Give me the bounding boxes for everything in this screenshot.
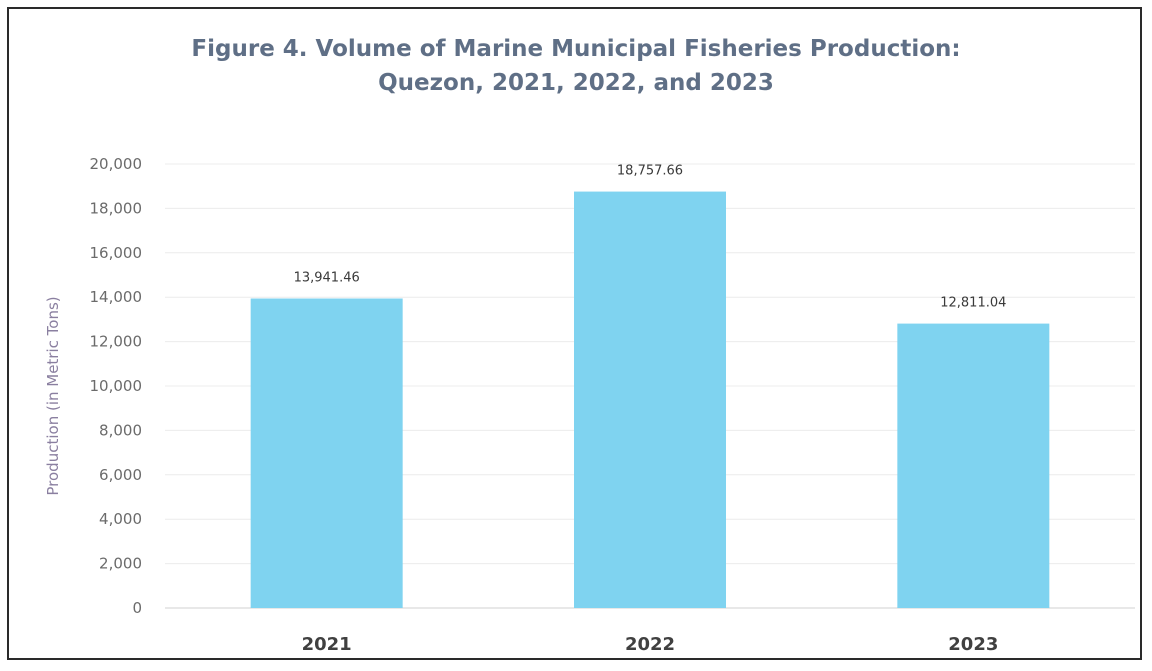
y-tick-label: 0 <box>132 599 142 617</box>
data-label-2021: 13,941.46 <box>294 270 360 285</box>
bar-2021 <box>250 298 403 608</box>
bar-2023 <box>897 323 1050 608</box>
y-tick-label: 2,000 <box>99 555 142 573</box>
data-labels: 13,941.46 18,757.66 12,811.04 <box>294 164 1007 311</box>
bar-2022 <box>574 191 726 608</box>
x-category-label: 2021 <box>302 634 352 655</box>
chart-title-line2: Quezon, 2021, 2022, and 2023 <box>378 70 774 96</box>
y-tick-label: 6,000 <box>99 466 142 484</box>
y-tick-label: 16,000 <box>90 244 143 262</box>
x-category-label: 2023 <box>948 634 998 655</box>
chart-title: Figure 4. Volume of Marine Municipal Fis… <box>0 32 1152 100</box>
y-tick-label: 14,000 <box>90 288 143 306</box>
bars <box>250 191 1050 608</box>
y-tick-label: 20,000 <box>90 155 143 173</box>
x-axis-categories: 2021 2022 2023 <box>302 634 999 655</box>
x-category-label: 2022 <box>625 634 675 655</box>
y-tick-label: 4,000 <box>99 510 142 528</box>
chart-title-line1: Figure 4. Volume of Marine Municipal Fis… <box>191 36 961 62</box>
y-axis-title: Production (in Metric Tons) <box>44 296 62 495</box>
data-label-2022: 18,757.66 <box>617 164 683 179</box>
data-label-2023: 12,811.04 <box>940 296 1006 311</box>
y-tick-label: 18,000 <box>90 199 143 217</box>
y-tick-label: 12,000 <box>90 333 143 351</box>
y-tick-label: 10,000 <box>90 377 143 395</box>
y-tick-label: 8,000 <box>99 421 142 439</box>
y-axis-ticks: 0 2,000 4,000 6,000 8,000 10,000 12,000 14,000 1… <box>90 155 143 617</box>
